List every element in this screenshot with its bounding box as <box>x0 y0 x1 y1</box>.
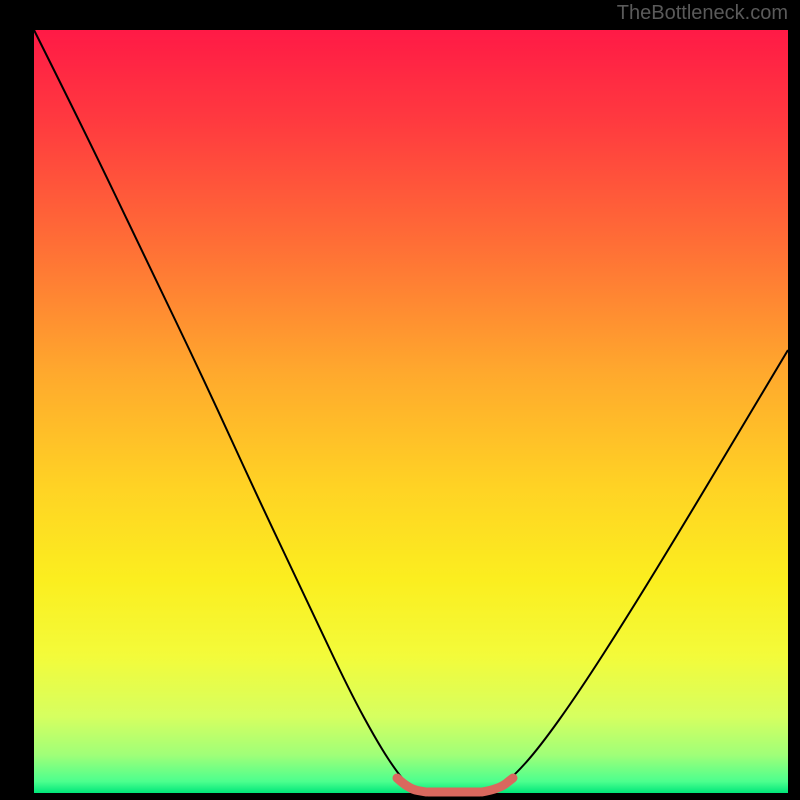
bottleneck-chart: TheBottleneck.com <box>0 0 800 800</box>
watermark-label: TheBottleneck.com <box>617 2 788 25</box>
chart-plot-area <box>34 30 788 793</box>
